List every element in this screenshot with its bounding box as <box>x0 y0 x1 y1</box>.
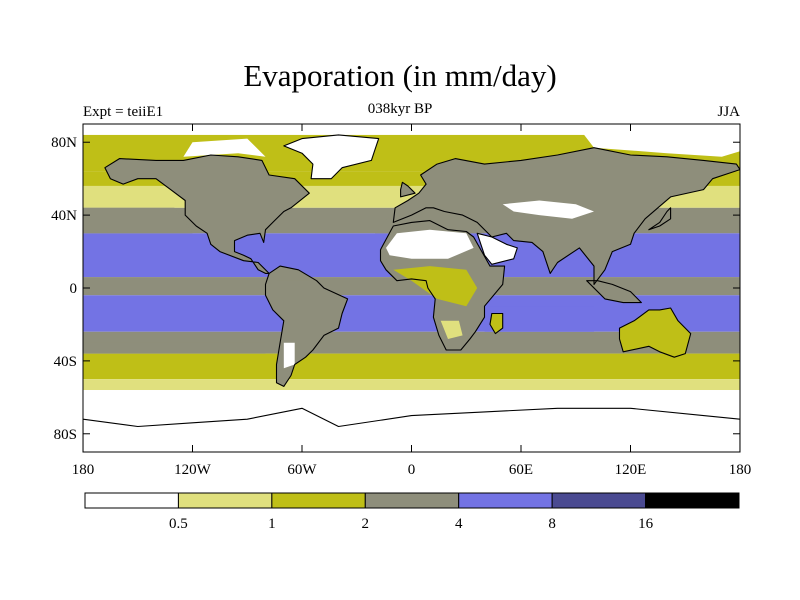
lon-tick-label: 60W <box>287 462 317 478</box>
plot-title: Evaporation (in mm/day) <box>243 58 557 93</box>
field-band <box>83 379 740 391</box>
colorbar-label: 16 <box>638 516 654 532</box>
greenland-coastline <box>283 134 380 180</box>
madagascar-coastline <box>489 312 504 335</box>
experiment-label: Expt = teiiE1 <box>83 104 164 120</box>
lon-tick-label: 120W <box>174 462 212 478</box>
lat-tick-label: 40S <box>54 354 77 370</box>
lon-tick-label: 60E <box>509 462 533 478</box>
field-patch <box>83 207 193 234</box>
tropical-africa-region <box>393 266 478 307</box>
lon-tick-label: 120E <box>615 462 647 478</box>
british-isles-coastline <box>400 181 416 198</box>
arctic-canada-region <box>183 138 266 157</box>
arabia-coastline <box>476 232 518 265</box>
lon-tick-label: 180 <box>729 462 752 478</box>
colorbar-swatch <box>551 492 647 509</box>
british-isles-land <box>400 182 416 197</box>
greenland-land <box>283 134 379 179</box>
north-america-land <box>104 155 310 274</box>
kalahari-region <box>440 320 463 339</box>
lat-tick-label: 0 <box>70 281 78 297</box>
lon-tick-label: 0 <box>408 462 416 478</box>
central-asia-region <box>502 200 594 219</box>
africa-coastline <box>379 220 506 351</box>
arabia-land <box>477 233 518 265</box>
colorbar-swatch <box>271 492 366 509</box>
sahara-region <box>386 229 474 259</box>
siberia-north-region <box>575 124 740 157</box>
indonesia-land <box>586 280 642 303</box>
antarctica-coastline <box>83 407 740 452</box>
axis-ticks: 80N 40N 0 40S 80S 180 120W 60W 0 60E 120E 180 <box>51 124 751 478</box>
evaporation-field <box>83 124 740 452</box>
madagascar-land <box>490 313 503 334</box>
plot-subtitle: 038kyr BP <box>367 101 433 117</box>
amazon-region <box>276 280 339 325</box>
japan-land <box>648 207 671 230</box>
lat-tick-label: 40N <box>51 208 77 224</box>
colorbar-label: 2 <box>362 516 370 532</box>
lat-tick-label: 80S <box>54 427 77 443</box>
colorbar-swatch <box>364 492 460 509</box>
japan-coastline <box>648 207 672 231</box>
colorbar-swatch <box>84 492 179 509</box>
indonesia-coastline <box>586 280 642 304</box>
colorbar-swatch <box>458 492 553 509</box>
field-band <box>83 353 740 380</box>
australia-coastline <box>618 307 692 358</box>
south-america-coastline <box>264 265 349 387</box>
lon-tick-label: 180 <box>72 462 95 478</box>
lat-tick-label: 80N <box>51 135 77 151</box>
field-band <box>83 277 740 296</box>
colorbar: 0.5 1 2 4 8 16 <box>84 492 740 532</box>
colorbar-label: 0.5 <box>169 516 188 532</box>
coastlines <box>83 134 740 452</box>
colorbar-label: 1 <box>268 516 276 532</box>
colorbar-swatch <box>645 492 740 509</box>
field-patch <box>484 306 594 332</box>
colorbar-label: 8 <box>548 516 556 532</box>
australia-land <box>619 308 691 358</box>
patagonia-region <box>283 342 295 369</box>
north-america-coastline <box>104 154 310 274</box>
field-patch <box>83 342 266 354</box>
season-label: JJA <box>717 104 740 120</box>
colorbar-label: 4 <box>455 516 463 532</box>
colorbar-swatch <box>177 492 273 509</box>
